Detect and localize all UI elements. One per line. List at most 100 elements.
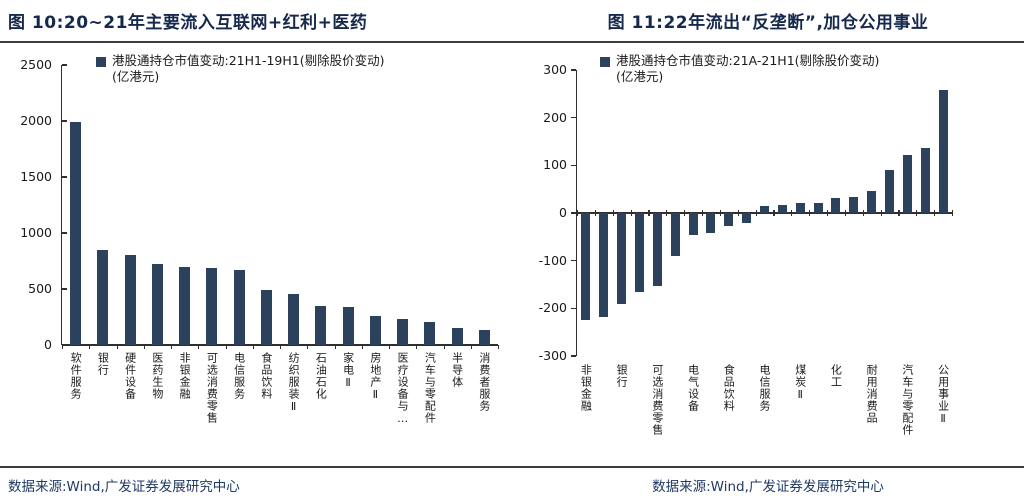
x-axis-tick — [89, 345, 91, 349]
bar — [124, 254, 136, 345]
y-axis-tick — [570, 116, 576, 119]
legend-right: 港股通持仓市值变动:21A-21H1(剔除股价变动) (亿港元) — [600, 53, 879, 85]
y-axis-tick-label: 0 — [559, 205, 567, 220]
title-divider-line — [0, 41, 1024, 43]
x-category-label: 食品饮料 — [722, 364, 736, 412]
x-axis-tick — [171, 345, 173, 349]
x-axis-tick — [648, 210, 650, 216]
y-axis-tick — [570, 259, 576, 262]
bar — [599, 213, 609, 317]
y-axis-tick-label: -300 — [538, 348, 567, 363]
x-category-label: 硬件设备 — [123, 352, 137, 400]
bar — [397, 319, 409, 345]
x-axis-tick — [862, 210, 864, 216]
y-axis-tick-label: 1000 — [20, 225, 52, 240]
legend-left: 港股通持仓市值变动:21H1-19H1(剔除股价变动) (亿港元) — [96, 53, 385, 85]
legend-unit-label: (亿港元) — [112, 69, 160, 84]
y-axis-tick — [570, 212, 576, 214]
bar — [777, 205, 787, 213]
legend-series-label: 港股通持仓市值变动:21H1-19H1(剔除股价变动) — [112, 53, 385, 68]
x-axis-tick — [898, 210, 900, 216]
x-category-label: 电气设备 — [686, 364, 700, 412]
bar — [670, 213, 680, 256]
x-axis-tick — [498, 345, 500, 349]
data-source-right: 数据来源:Wind,广发证券发展研究中心 — [652, 479, 884, 495]
y-axis-tick — [570, 69, 576, 71]
x-category-label: 电信服务 — [758, 364, 771, 412]
y-axis-tick — [570, 355, 576, 357]
bar — [288, 294, 300, 345]
figure-10-title: 图 10:20~21年主要流入互联网+红利+医药 — [8, 13, 368, 33]
legend-text: 港股通持仓市值变动:21A-21H1(剔除股价变动) (亿港元) — [616, 53, 879, 85]
x-axis-tick — [916, 210, 918, 216]
x-category-label: 电信服务 — [232, 352, 246, 400]
bar — [688, 213, 698, 236]
x-axis-tick — [630, 210, 632, 216]
x-axis-line — [577, 212, 952, 214]
bar — [70, 122, 82, 345]
bar — [478, 330, 490, 345]
x-axis-tick — [62, 345, 64, 349]
x-axis-tick — [773, 210, 775, 216]
x-axis-tick — [934, 210, 936, 216]
y-axis-tick — [570, 164, 576, 167]
x-axis-tick — [280, 345, 282, 349]
x-axis-tick — [827, 210, 829, 216]
x-axis-tick — [225, 345, 227, 349]
y-axis-tick-label: 300 — [543, 62, 567, 77]
bar — [151, 263, 163, 345]
bar — [760, 206, 769, 213]
y-axis-tick-label: 500 — [28, 281, 52, 296]
x-category-label: 可选消费零售 — [650, 364, 664, 436]
y-axis-tick — [62, 120, 67, 122]
legend-text: 港股通持仓市值变动:21H1-19H1(剔除股价变动) (亿港元) — [112, 53, 385, 85]
bar — [315, 305, 327, 345]
x-category-label: 医药生物 — [150, 352, 164, 400]
x-axis-tick — [389, 345, 391, 349]
bar — [97, 250, 109, 345]
bar — [831, 197, 841, 213]
bar — [920, 147, 930, 213]
x-axis-tick — [684, 210, 686, 216]
x-category-label: 公用事业Ⅱ — [936, 364, 950, 426]
bar — [369, 315, 381, 345]
bar — [424, 322, 436, 345]
x-category-label: 化工 — [829, 364, 843, 388]
x-category-label: 房地产Ⅱ — [368, 352, 382, 402]
legend-series-label: 港股通持仓市值变动:21A-21H1(剔除股价变动) — [616, 53, 880, 68]
x-axis-tick — [252, 345, 254, 349]
x-axis-tick — [880, 210, 882, 216]
x-category-label: 非银金融 — [178, 352, 192, 400]
bar — [260, 290, 272, 345]
y-axis-tick-label: 100 — [543, 157, 567, 173]
x-axis-tick — [198, 345, 200, 349]
y-axis-tick-label: 200 — [543, 109, 567, 125]
bar — [724, 213, 734, 226]
x-category-label: 半导体 — [450, 352, 464, 388]
x-axis-tick — [361, 345, 363, 349]
bar — [179, 266, 191, 345]
y-axis-tick — [62, 176, 67, 178]
x-axis-tick — [334, 345, 336, 349]
x-axis-tick — [594, 210, 597, 216]
bar — [451, 328, 463, 345]
x-category-label: 汽车与零配件 — [900, 364, 914, 436]
x-category-label: 银行 — [96, 352, 110, 376]
x-axis-tick — [143, 345, 145, 349]
bar — [885, 169, 894, 213]
x-axis-tick — [443, 345, 445, 349]
x-category-label: 医疗设备与… — [396, 352, 410, 426]
y-axis-tick — [62, 288, 67, 290]
bar — [652, 213, 662, 286]
bar — [233, 269, 245, 345]
x-axis-tick — [702, 210, 704, 216]
x-axis-tick — [737, 210, 739, 216]
y-axis-tick — [62, 64, 67, 66]
y-axis-tick-label: 2500 — [20, 57, 52, 72]
figure-11-title: 图 11:22年流出“反垄断”,加仓公用事业 — [607, 13, 929, 33]
x-axis-tick — [470, 345, 472, 349]
x-axis-tick — [755, 210, 757, 216]
bar — [635, 213, 644, 292]
x-axis-tick — [416, 345, 418, 349]
